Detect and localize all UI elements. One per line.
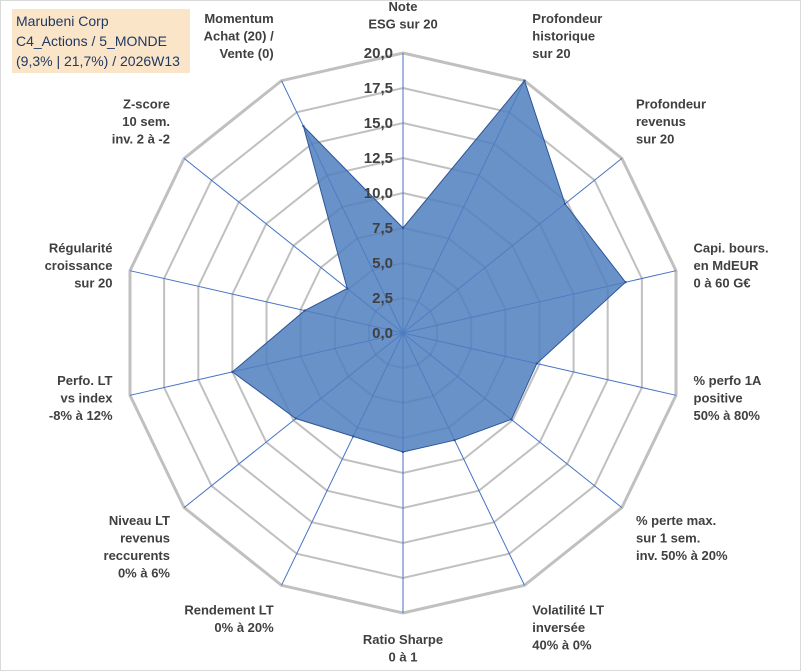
- category-label-line: Capi. bours.: [694, 240, 769, 255]
- category-label-8: Rendement LT 0% à 20%: [184, 603, 274, 636]
- radar-series: [231, 79, 627, 454]
- category-label-7: Ratio Sharpe 0 à 1: [363, 632, 443, 665]
- data-point-0: [401, 226, 405, 230]
- category-label-line: 0 à 1: [389, 650, 418, 665]
- category-label-9: Niveau LT revenus reccurents 0% à 6%: [104, 513, 171, 581]
- category-label-line: 40% à 0%: [532, 638, 592, 653]
- data-point-10: [231, 370, 234, 374]
- category-label-10: Perfo. LT vs index -8% à 12%: [49, 373, 113, 423]
- data-point-3: [624, 281, 627, 284]
- title-company: Marubeni Corp: [16, 13, 109, 29]
- category-label-13: Momentum Achat (20) / Vente (0): [204, 11, 274, 61]
- tick-label: 12,5: [364, 150, 393, 167]
- category-label-4: % perfo 1A positive 50% à 80%: [694, 373, 763, 423]
- category-label-line: Ratio Sharpe: [363, 632, 443, 647]
- category-label-11: Régularité croissance sur 20: [45, 240, 113, 290]
- category-label-line: Niveau LT: [109, 513, 170, 528]
- data-point-12: [346, 287, 349, 290]
- data-point-9: [294, 417, 297, 420]
- category-label-line: Vente (0): [220, 46, 274, 61]
- data-point-11: [303, 309, 306, 312]
- category-label-line: positive: [694, 391, 743, 406]
- tick-label: 20,0: [364, 45, 393, 62]
- category-label-line: reccurents: [104, 548, 170, 563]
- data-point-4: [535, 362, 538, 365]
- tick-label: 15,0: [364, 115, 393, 132]
- tick-label: 0,0: [372, 325, 393, 342]
- tick-label: 17,5: [364, 80, 393, 97]
- category-label-line: 0 à 60 G€: [694, 275, 751, 290]
- tick-label: 10,0: [364, 185, 393, 202]
- category-label-line: sur 1 sem.: [636, 530, 700, 545]
- series-area-0: [231, 79, 627, 453]
- data-point-1: [523, 79, 526, 82]
- category-label-line: sur 20: [532, 46, 570, 61]
- category-label-line: revenus: [636, 114, 686, 129]
- category-label-line: inv. 50% à 20%: [636, 548, 728, 563]
- radial-axis-ticks: 0,0 2,5 5,0 7,5 10,0 12,5 15,0 17,5 20,0: [364, 45, 393, 342]
- tick-label: 5,0: [372, 255, 393, 272]
- category-label-line: 10 sem.: [122, 114, 170, 129]
- category-label-line: Achat (20) /: [204, 29, 274, 44]
- data-point-2: [563, 202, 567, 205]
- category-label-line: inversée: [532, 620, 585, 635]
- category-label-line: sur 20: [636, 132, 674, 147]
- chart-title-box: Marubeni Corp C4_Actions / 5_MONDE (9,3%…: [12, 9, 190, 73]
- category-label-line: Volatilité LT: [532, 603, 604, 618]
- category-label-line: % perte max.: [636, 513, 716, 528]
- category-label-line: en MdEUR: [694, 258, 760, 273]
- category-label-line: -8% à 12%: [49, 408, 113, 423]
- category-label-line: Profondeur: [532, 11, 602, 26]
- category-label-3: Capi. bours. en MdEUR 0 à 60 G€: [694, 240, 769, 290]
- category-label-line: ESG sur 20: [368, 17, 437, 32]
- category-label-0: Note ESG sur 20: [368, 0, 437, 32]
- category-label-12: Z-score 10 sem. inv. 2 à -2: [112, 97, 170, 147]
- category-label-line: 0% à 6%: [118, 565, 170, 580]
- data-point-13: [302, 124, 305, 128]
- category-label-line: historique: [532, 29, 595, 44]
- category-label-line: 50% à 80%: [694, 408, 761, 423]
- data-point-7: [401, 450, 405, 454]
- category-label-line: 0% à 20%: [214, 620, 274, 635]
- data-point-6: [453, 439, 456, 442]
- category-label-2: Profondeur revenus sur 20: [636, 97, 706, 147]
- title-portfolio: C4_Actions / 5_MONDE: [16, 33, 167, 49]
- category-label-line: Note: [389, 0, 418, 14]
- tick-label: 7,5: [372, 220, 393, 237]
- category-label-line: Profondeur: [636, 97, 706, 112]
- category-label-line: Régularité: [49, 240, 113, 255]
- category-label-line: croissance: [45, 258, 113, 273]
- category-label-line: % perfo 1A: [694, 373, 763, 388]
- category-label-line: Rendement LT: [184, 603, 273, 618]
- category-label-6: Volatilité LT inversée 40% à 0%: [532, 603, 604, 653]
- category-label-line: Momentum: [204, 11, 273, 26]
- category-labels: Note ESG sur 20 Profondeur historique sur 20…: [45, 0, 769, 665]
- category-label-1: Profondeur historique sur 20: [532, 11, 602, 61]
- data-point-5: [510, 418, 513, 421]
- data-point-8: [352, 435, 355, 438]
- category-label-line: Perfo. LT: [57, 373, 112, 388]
- category-label-line: revenus: [120, 530, 170, 545]
- category-label-line: vs index: [60, 391, 113, 406]
- category-label-line: Z-score: [123, 97, 170, 112]
- tick-label: 2,5: [372, 290, 393, 307]
- category-label-5: % perte max. sur 1 sem. inv. 50% à 20%: [636, 513, 728, 563]
- title-stats: (9,3% | 21,7%) / 2026W13: [16, 53, 180, 69]
- category-label-line: sur 20: [74, 275, 112, 290]
- category-label-line: inv. 2 à -2: [112, 132, 170, 147]
